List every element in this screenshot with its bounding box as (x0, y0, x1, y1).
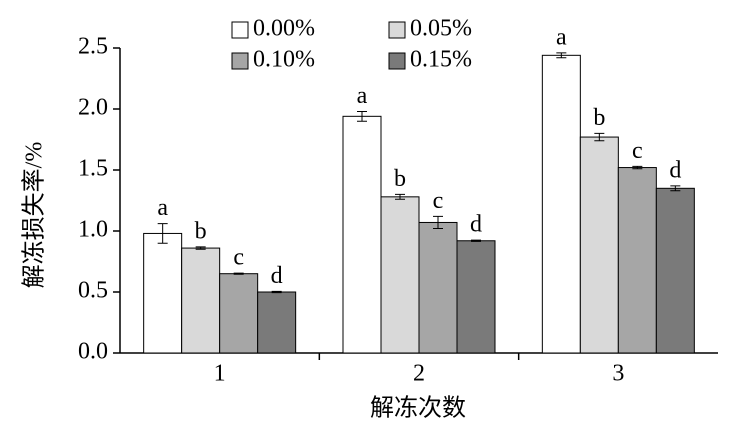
significance-letter: d (470, 212, 482, 238)
error-bar (632, 165, 643, 170)
bar (257, 291, 297, 354)
error-bar (471, 239, 481, 242)
legend-label: 0.10% (253, 47, 315, 73)
significance-letter: a (556, 24, 567, 50)
bar (418, 221, 458, 354)
bar (541, 54, 581, 354)
error-bar (233, 272, 244, 275)
significance-letter: c (632, 138, 643, 164)
legend-label: 0.00% (253, 16, 315, 42)
significance-letter: c (433, 188, 444, 214)
y-tick-label: 2.5 (78, 34, 108, 60)
error-bar (556, 52, 567, 59)
significance-letter: b (394, 166, 406, 192)
legend-swatch (388, 21, 406, 39)
error-bar (357, 110, 367, 122)
error-bar (157, 223, 168, 244)
error-bar (594, 132, 605, 142)
error-bar (271, 290, 282, 294)
error-bar (195, 246, 206, 250)
significance-letter: b (195, 218, 207, 244)
legend-label: 0.15% (410, 47, 472, 73)
legend-swatch (388, 52, 406, 70)
bar (655, 187, 695, 354)
legend-label: 0.05% (410, 16, 472, 42)
y-tick-label: 2.0 (78, 95, 108, 121)
y-tick-label: 0.5 (78, 278, 108, 304)
bar (219, 273, 259, 354)
error-bar (395, 193, 405, 200)
y-tick-label: 0.0 (78, 339, 108, 365)
bar (456, 240, 496, 354)
bar (342, 115, 382, 354)
x-tick-label: 1 (214, 361, 226, 387)
bar (617, 167, 657, 354)
legend-swatch (231, 52, 249, 70)
y-axis-label: 解冻损失率/% (21, 142, 48, 289)
error-bar (433, 215, 443, 230)
bar (380, 196, 420, 354)
x-tick-label: 3 (612, 361, 624, 387)
y-tick-label: 1.5 (78, 156, 108, 182)
bar (143, 232, 183, 354)
y-tick-label: 1.0 (78, 217, 108, 243)
significance-letter: d (669, 157, 681, 183)
bar (181, 247, 221, 354)
x-tick-label: 2 (413, 361, 425, 387)
significance-letter: a (357, 83, 368, 109)
bar (579, 136, 619, 354)
error-bar (670, 185, 681, 192)
significance-letter: c (233, 245, 244, 271)
significance-letter: a (157, 195, 168, 221)
significance-letter: b (593, 105, 605, 131)
legend-swatch (231, 21, 249, 39)
significance-letter: d (271, 263, 283, 289)
x-axis-label: 解冻次数 (370, 395, 466, 422)
